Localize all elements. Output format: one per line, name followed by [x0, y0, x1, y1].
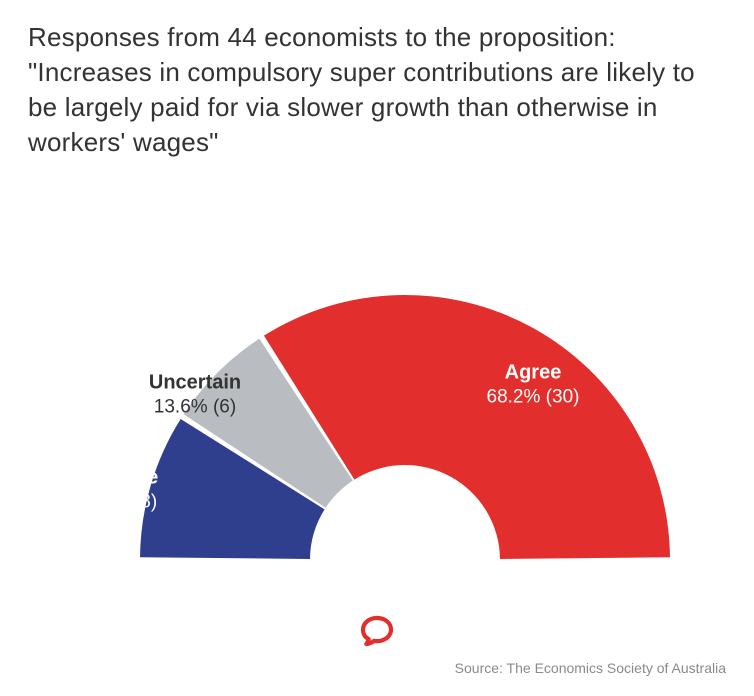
segment-agree — [264, 295, 670, 559]
donut-svg — [28, 170, 754, 600]
chart-title: Responses from 44 economists to the prop… — [28, 20, 726, 160]
segment-name: Agree — [487, 362, 580, 385]
half-donut-chart: Disagree 18.2% (8) Uncertain 13.6% (6) A… — [28, 170, 726, 600]
brand-speech-bubble-icon — [359, 613, 395, 654]
source-attribution: Source: The Economics Society of Austral… — [455, 660, 726, 676]
segment-value: 13.6% (6) — [149, 397, 241, 419]
segment-name: Disagree — [74, 467, 159, 490]
title-line-2: "Increases in compulsory super contribut… — [28, 57, 695, 157]
segment-label-agree: Agree 68.2% (30) — [487, 362, 580, 409]
segment-value: 68.2% (30) — [487, 387, 580, 409]
segment-value: 18.2% (8) — [74, 492, 159, 514]
segment-label-disagree: Disagree 18.2% (8) — [74, 467, 159, 514]
title-line-1: Responses from 44 economists to the prop… — [28, 22, 616, 52]
segment-label-uncertain: Uncertain 13.6% (6) — [149, 372, 241, 419]
segment-name: Uncertain — [149, 372, 241, 395]
